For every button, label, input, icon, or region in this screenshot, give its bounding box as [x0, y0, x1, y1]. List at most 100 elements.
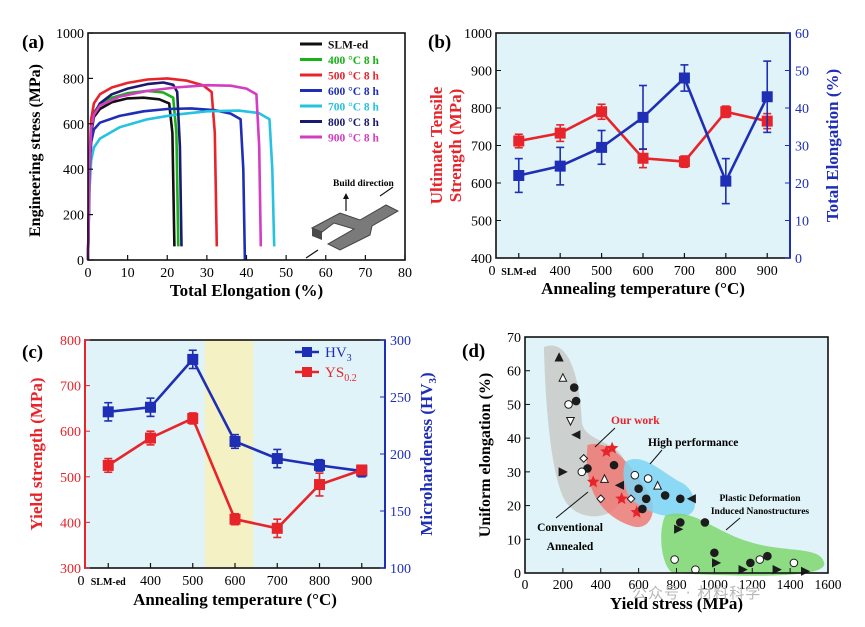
y-tick-label: 1000	[56, 27, 84, 42]
y-axis-label-right-end: )	[417, 372, 436, 378]
data-point	[761, 91, 773, 103]
y-tick-label-left: 600	[60, 425, 81, 440]
scatter-point	[558, 372, 568, 382]
x-tick-label: 40	[240, 266, 254, 281]
x-tick-label: 900	[351, 574, 372, 589]
scatter-point	[772, 564, 782, 575]
data-point	[637, 152, 649, 164]
x-tick-label: 60	[319, 266, 333, 281]
y-tick-label-left: 400	[60, 516, 81, 531]
stress-curve-4	[86, 109, 276, 261]
y-axis-label-left-line: Ultimate Tensile	[427, 86, 446, 204]
scatter-point	[746, 558, 755, 568]
panel-d: 0 200 400 600 800 1000 1200 1400 1600 0 10 20 30 40 50…	[462, 331, 842, 613]
data-point	[596, 141, 608, 153]
x-tick-label: 0	[85, 266, 92, 281]
y-tick-label: 400	[63, 163, 84, 178]
x-tick-label: 70	[358, 266, 372, 281]
scatter-point	[700, 518, 710, 527]
arrow-diag	[379, 186, 394, 197]
x-tick-label: 400	[591, 577, 612, 592]
y-tick-label: 800	[63, 72, 84, 87]
y-tick-label-right: 150	[390, 505, 411, 520]
region-plastic-deformation	[661, 513, 825, 576]
y-tick-label-left: 900	[471, 65, 492, 80]
scatter-point	[675, 494, 685, 504]
panel-c: SLM-ed 400 500 600 700 800 9000300400500600700…	[22, 334, 439, 609]
scatter-point	[626, 494, 636, 504]
y-tick-label-left: 600	[471, 177, 492, 192]
scatter-point	[641, 494, 651, 504]
x-axis-label: Yield stress (MPa)	[610, 594, 743, 613]
x-tick-label: 500	[182, 574, 203, 589]
y-tick-label: 50	[507, 398, 521, 413]
scatter-point	[643, 474, 653, 483]
scatter-point	[638, 504, 647, 514]
y-tick-label-left: 300	[60, 562, 81, 577]
scatter-point	[571, 396, 581, 406]
scatter-point	[564, 400, 573, 409]
x-tick-label: 900	[757, 264, 778, 279]
x-tick-label: 800	[666, 577, 687, 592]
scatter-point	[565, 417, 576, 427]
legend-label: 800 °C 8 h	[328, 117, 380, 129]
legend-label-sub: 0.2	[344, 373, 357, 384]
data-point	[554, 160, 566, 172]
scatter-point	[579, 453, 589, 463]
x-zero-label: 0	[489, 264, 496, 279]
x-tick-label: 1400	[777, 577, 804, 592]
highlight-band	[204, 340, 254, 568]
legend-label-sub: 3	[347, 353, 352, 364]
scatter-point	[614, 480, 624, 490]
y-tick-label-right: 300	[390, 334, 411, 349]
x-tick-label: 400	[140, 574, 161, 589]
x-tick-label: 80	[398, 266, 412, 281]
scatter-point	[675, 518, 685, 527]
x-tick-label: 30	[200, 266, 214, 281]
data-point	[102, 406, 114, 418]
arrow-diag-2	[305, 249, 319, 259]
scatter-point	[577, 467, 587, 477]
scatter-point	[763, 551, 772, 561]
data-point	[720, 175, 732, 187]
y-tick-label-left: 700	[471, 140, 492, 155]
x-tick-label: 1600	[815, 577, 842, 592]
data-point	[271, 522, 283, 534]
x-tick-label: 600	[633, 264, 654, 279]
annotation-conventional-1: Conventional	[537, 522, 603, 534]
y-tick-label-left: 400	[471, 252, 492, 267]
inset-sample: Build direction	[305, 179, 400, 259]
y-tick-label-right: 100	[390, 562, 411, 577]
x-tick-label: 600	[225, 574, 246, 589]
x-tick-label: 200	[553, 577, 574, 592]
y-tick-label-right: 30	[795, 140, 809, 155]
x-tick-label: 1000	[701, 577, 728, 592]
data-point	[356, 464, 368, 476]
watermark-text: 公众号 · 材料科学	[632, 584, 762, 602]
scatter-point	[599, 473, 610, 483]
y-tick-label: 10	[507, 533, 521, 548]
scatter-point	[554, 352, 564, 362]
data-point	[314, 479, 326, 491]
x-tick-label: 50	[279, 266, 293, 281]
y-tick-label: 200	[63, 209, 84, 224]
data-point	[513, 170, 525, 181]
scatter-point	[609, 460, 619, 470]
data-point	[513, 135, 525, 147]
y-tick-label-right: 20	[795, 177, 809, 192]
annotation-our-work-leader	[594, 427, 616, 448]
annotation-plastic-2: Induced Nanostructures	[711, 507, 810, 517]
scatter-point	[670, 555, 679, 564]
data-point	[144, 401, 156, 413]
y-tick-label-left: 500	[471, 215, 492, 230]
data-point	[554, 127, 566, 139]
y-tick-label: 600	[63, 118, 84, 133]
arrow-head	[343, 193, 349, 199]
scatter-point	[652, 480, 663, 490]
data-point	[678, 156, 690, 168]
scatter-point	[660, 491, 670, 500]
panel-label: (a)	[22, 32, 44, 53]
data-point	[637, 111, 649, 123]
scatter-point	[605, 441, 619, 454]
